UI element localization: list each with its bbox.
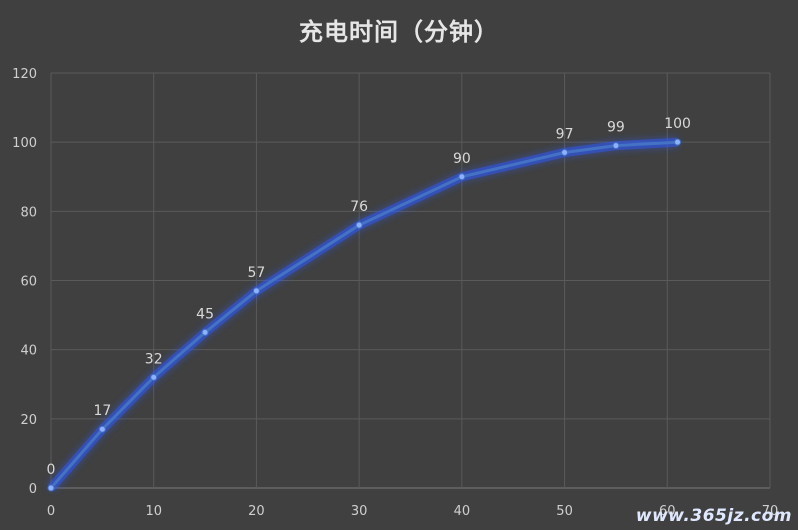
y-tick-label: 40 [20,344,37,359]
data-label: 17 [93,403,111,419]
data-label: 0 [47,462,56,478]
data-point [201,328,209,336]
x-tick-label: 0 [47,504,55,519]
x-tick-label: 40 [454,504,471,519]
x-tick-label: 50 [556,504,573,519]
data-point [612,142,620,150]
data-label: 45 [196,306,214,322]
x-tick-label: 10 [145,504,162,519]
data-point [47,484,55,492]
axes: 0 20 40 60 80 100 120 0 10 20 30 40 50 60 70 [12,67,778,519]
data-label: 32 [145,351,163,367]
y-tick-label: 120 [12,67,37,82]
data-point [355,221,363,229]
y-tick-label: 0 [29,482,37,497]
data-label: 97 [556,127,574,143]
data-point [561,149,569,157]
data-label: 100 [664,116,691,132]
series-line-glow [47,137,678,491]
x-tick-label: 60 [659,504,676,519]
data-point [150,373,158,381]
series-charging [47,137,682,492]
gridlines [50,72,771,489]
data-label: 90 [453,151,471,167]
y-tick-label: 100 [12,136,37,151]
series-line [49,140,680,490]
y-tick-label: 80 [20,205,37,220]
data-label: 76 [350,199,368,215]
data-point [98,425,106,433]
data-point [458,173,466,181]
data-point [252,287,260,295]
data-label: 99 [607,120,625,136]
watermark-text: www.365jz.com [635,506,792,526]
data-labels: 0 17 32 45 57 76 90 97 99 100 [47,116,691,478]
data-point [674,138,682,146]
x-tick-label: 20 [248,504,265,519]
y-tick-label: 60 [20,275,37,290]
chart-title: 充电时间（分钟） [299,18,499,46]
x-tick-label: 70 [762,504,779,519]
y-tick-label: 20 [20,413,37,428]
x-tick-label: 30 [351,504,368,519]
data-label: 57 [248,265,266,281]
